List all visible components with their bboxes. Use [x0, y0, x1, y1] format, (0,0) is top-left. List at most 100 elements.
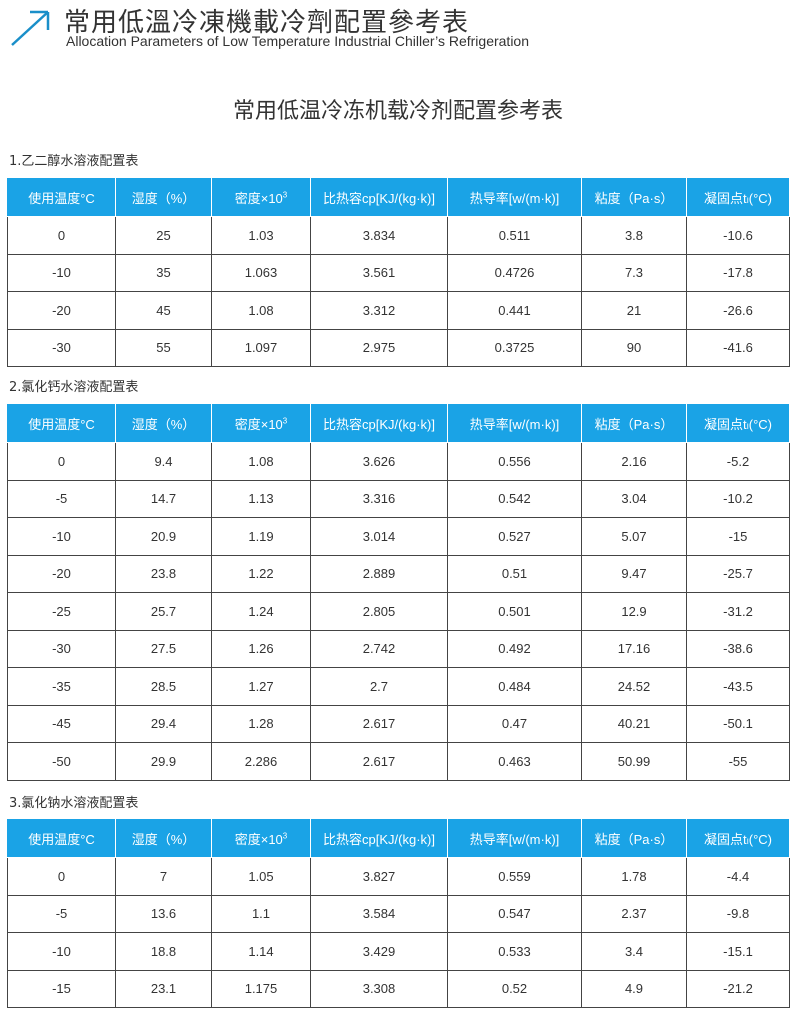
- banner-title-cn: 常用低溫冷凍機載冷劑配置參考表: [64, 8, 470, 38]
- table-cell: -10: [7, 253, 116, 292]
- table-cell: 0.547: [447, 894, 582, 933]
- table-cell: -15: [7, 969, 116, 1008]
- table-cell: 3.834: [310, 216, 448, 255]
- table-row: -10 18.8 1.14 3.429 0.533 3.4 -15.1: [7, 932, 790, 971]
- table-cell: 0.559: [447, 857, 582, 896]
- banner: 常用低溫冷凍機載冷劑配置參考表 Allocation Parameters of…: [0, 0, 796, 60]
- table-cell: 0.51: [447, 554, 582, 593]
- table-cell: -10.6: [686, 216, 790, 255]
- table-cell: -45: [7, 704, 116, 743]
- table-row: -25 25.7 1.24 2.805 0.501 12.9 -31.2: [7, 592, 790, 631]
- table-header-row: 使用温度°C 湿度（%） 密度×103 比热容cp[KJ/(kg·k)] 热导率[w/(…: [7, 403, 790, 443]
- table-cell: 1.28: [211, 704, 311, 743]
- table-cell: -55: [686, 742, 790, 781]
- table-row: 0 7 1.05 3.827 0.559 1.78 -4.4: [7, 857, 790, 896]
- table-cell: 1.063: [211, 253, 311, 292]
- table-cell: -25.7: [686, 554, 790, 593]
- table-cell: 1.22: [211, 554, 311, 593]
- table-row: -20 23.8 1.22 2.889 0.51 9.47 -25.7: [7, 554, 790, 593]
- table-cell: 45: [115, 291, 212, 330]
- table-cell: 0.492: [447, 629, 582, 668]
- table-cell: 0.52: [447, 969, 582, 1008]
- table-row: -10 20.9 1.19 3.014 0.527 5.07 -15: [7, 517, 790, 556]
- table-cell: -41.6: [686, 328, 790, 367]
- table-row: -35 28.5 1.27 2.7 0.484 24.52 -43.5: [7, 667, 790, 706]
- table-cell: 0.47: [447, 704, 582, 743]
- column-header-text: 粘度（Pa·s）: [594, 190, 674, 206]
- table-cell: 25: [115, 216, 212, 255]
- column-header: 凝固点tₗ(°C): [686, 177, 790, 217]
- table-cell: 0.484: [447, 667, 582, 706]
- table-row: -50 29.9 2.286 2.617 0.463 50.99 -55: [7, 742, 790, 781]
- table-cell: 3.626: [310, 442, 448, 481]
- table-cell: -17.8: [686, 253, 790, 292]
- table-cell: 1.03: [211, 216, 311, 255]
- page-title: 常用低温冷冻机载冷剂配置参考表: [232, 99, 563, 124]
- column-header-text: 粘度（Pa·s）: [594, 831, 674, 847]
- table-header-row: 使用温度°C 湿度（%） 密度×103 比热容cp[KJ/(kg·k)] 热导率[w/(…: [7, 818, 790, 858]
- table-cell: 0.3725: [447, 328, 582, 367]
- column-header: 热导率[w/(m·k)]: [447, 177, 582, 217]
- table-cell: -10.2: [686, 479, 790, 518]
- table-cell: -50.1: [686, 704, 790, 743]
- column-header-text: 粘度（Pa·s）: [594, 416, 674, 432]
- table-cell: 1.27: [211, 667, 311, 706]
- table-cell: 40.21: [581, 704, 687, 743]
- column-header-text: 使用温度°C: [28, 416, 95, 432]
- table-ethylene-glycol: 使用温度°C 湿度（%） 密度×103 比热容cp[KJ/(kg·k)] 热导率[w/(…: [7, 177, 790, 367]
- table-cell: -9.8: [686, 894, 790, 933]
- table-cell: 14.7: [115, 479, 212, 518]
- table-cell: 2.37: [581, 894, 687, 933]
- density-exponent: 3: [282, 831, 288, 841]
- table-cell: 23.1: [115, 969, 212, 1008]
- table-cell: 7: [115, 857, 212, 896]
- table-cell: 0.501: [447, 592, 582, 631]
- table-cell: 1.175: [211, 969, 311, 1008]
- table-cell: 0.441: [447, 291, 582, 330]
- table-cell: 2.286: [211, 742, 311, 781]
- table-cell: 3.312: [310, 291, 448, 330]
- table-cell: 0.527: [447, 517, 582, 556]
- table-cell: 0.463: [447, 742, 582, 781]
- table-cell: 5.07: [581, 517, 687, 556]
- table-cell: 3.316: [310, 479, 448, 518]
- table-cell: 2.889: [310, 554, 448, 593]
- table-cell: 3.827: [310, 857, 448, 896]
- table-cell: 1.13: [211, 479, 311, 518]
- table-cell: -15.1: [686, 932, 790, 971]
- table-cell: 1.78: [581, 857, 687, 896]
- table-cell: 0.511: [447, 216, 582, 255]
- column-header: 凝固点tₗ(°C): [686, 818, 790, 858]
- column-header: 比热容cp[KJ/(kg·k)]: [310, 403, 448, 443]
- table-cell: 2.617: [310, 742, 448, 781]
- table-cell: -38.6: [686, 629, 790, 668]
- column-header: 粘度（Pa·s）: [581, 403, 687, 443]
- table-cell: 21: [581, 291, 687, 330]
- section-label-2: 2.氯化钙水溶液配置表: [9, 380, 139, 395]
- column-header: 比热容cp[KJ/(kg·k)]: [310, 818, 448, 858]
- table-cell: 1.1: [211, 894, 311, 933]
- table-cell: 2.617: [310, 704, 448, 743]
- column-header: 使用温度°C: [7, 403, 116, 443]
- table-cell: 18.8: [115, 932, 212, 971]
- table-cell: 29.9: [115, 742, 212, 781]
- column-header-text: 比热容cp[KJ/(kg·k)]: [323, 416, 435, 432]
- table-cell: 3.429: [310, 932, 448, 971]
- table-cell: 1.097: [211, 328, 311, 367]
- table-cell: 0.556: [447, 442, 582, 481]
- table-cell: -50: [7, 742, 116, 781]
- table-cell: 1.14: [211, 932, 311, 971]
- table-cell: 17.16: [581, 629, 687, 668]
- table-cell: 3.014: [310, 517, 448, 556]
- density-exponent: 3: [282, 190, 288, 200]
- column-header: 密度×103: [211, 818, 311, 858]
- table-cell: -10: [7, 517, 116, 556]
- section-label-1: 1.乙二醇水溶液配置表: [9, 154, 139, 169]
- table-cell: -25: [7, 592, 116, 631]
- table-cell: 28.5: [115, 667, 212, 706]
- arrow-up-right-icon: [11, 10, 50, 46]
- column-header-text: 凝固点tₗ(°C): [703, 190, 772, 206]
- table-cell: 23.8: [115, 554, 212, 593]
- column-header: 密度×103: [211, 403, 311, 443]
- column-header: 使用温度°C: [7, 818, 116, 858]
